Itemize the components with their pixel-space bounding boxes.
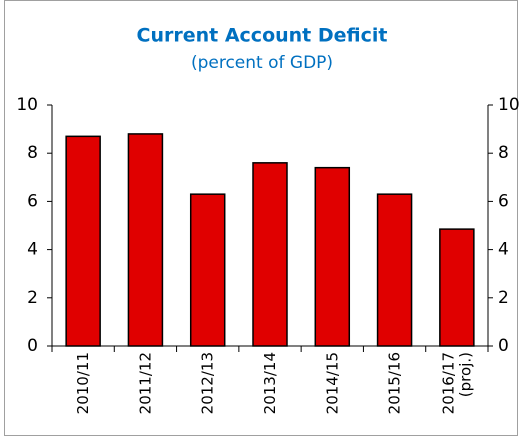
y-tick-label: 6 xyxy=(27,191,38,211)
bar xyxy=(252,162,288,347)
y2-tick-label: 0 xyxy=(498,336,509,356)
x-tick-label: 2011/12 xyxy=(136,352,154,414)
x-tick-label: 2014/15 xyxy=(323,352,341,414)
chart-title: Current Account Deficit xyxy=(137,25,388,47)
y-tick-label: 10 xyxy=(16,95,38,115)
chart-subtitle: (percent of GDP) xyxy=(191,53,333,73)
y2-tick-label: 2 xyxy=(498,288,509,308)
y-tick-label: 8 xyxy=(27,143,38,163)
bar xyxy=(65,135,101,347)
bar xyxy=(189,193,226,347)
bar xyxy=(376,193,413,347)
x-tick-label: 2013/14 xyxy=(261,352,279,414)
y-tick-label: 0 xyxy=(27,336,38,356)
x-tick-label: 2010/11 xyxy=(74,352,92,414)
x-tick-label: 2016/17(proj.) xyxy=(439,352,474,414)
y2-tick-label: 10 xyxy=(498,95,520,115)
y-tick-label: 4 xyxy=(27,240,38,260)
y2-tick-label: 8 xyxy=(498,143,509,163)
bar xyxy=(314,166,351,347)
bar xyxy=(127,133,164,347)
bar xyxy=(439,228,475,347)
x-tick-label: 2015/16 xyxy=(385,352,403,414)
y-tick-label: 2 xyxy=(27,288,38,308)
y2-tick-label: 6 xyxy=(498,191,509,211)
x-tick-label: 2012/13 xyxy=(198,352,216,414)
y2-tick-label: 4 xyxy=(498,240,509,260)
